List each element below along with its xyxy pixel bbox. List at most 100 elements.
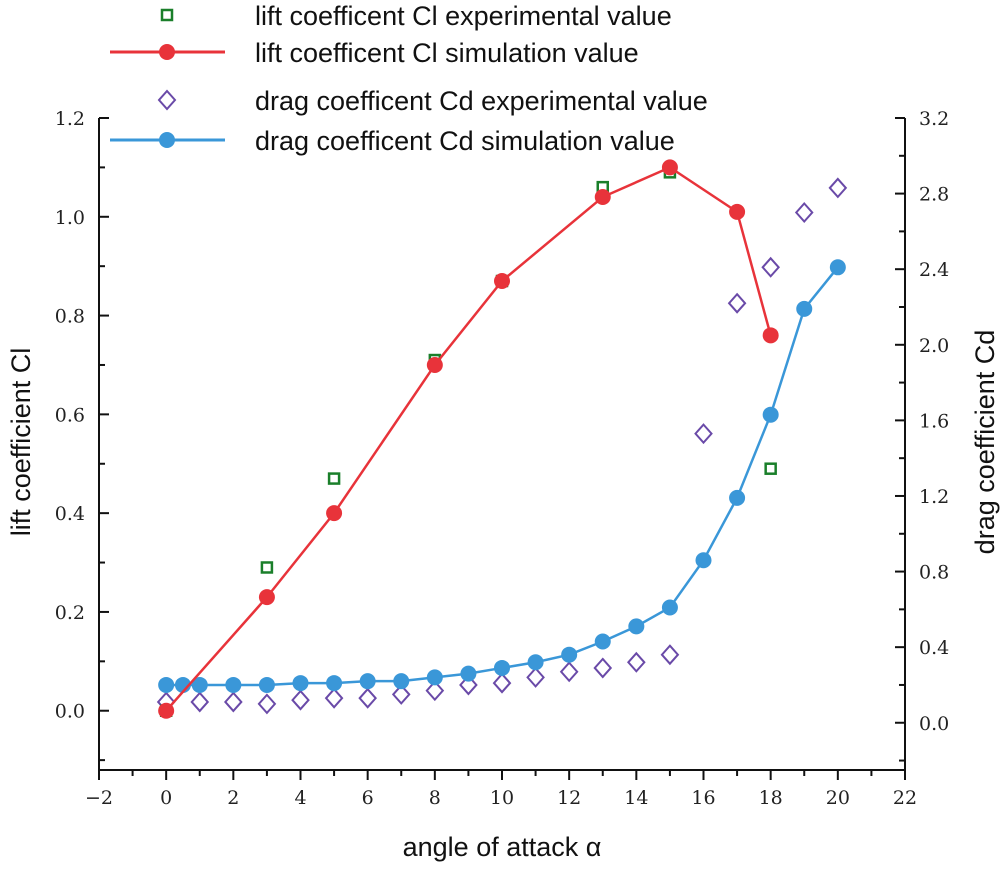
data-point <box>190 691 210 713</box>
legend-label: lift coefficent Cl simulation value <box>255 38 639 68</box>
data-point <box>358 687 378 709</box>
data-point <box>292 675 309 692</box>
data-point <box>660 644 680 666</box>
data-point <box>158 702 175 719</box>
data-point <box>393 673 410 690</box>
data-point <box>829 259 846 276</box>
legend-marker <box>160 8 174 22</box>
y-right-tick-label: 0.8 <box>919 562 949 584</box>
x-tick-label: 10 <box>490 787 514 809</box>
y-right-tick-label: 1.6 <box>919 410 949 432</box>
data-point <box>761 256 781 278</box>
axes: −2 0 2 4 6 8 10 12 14 16 18 20 22 0.0 0.2 0.4 0.6 0.8 1.0 1… <box>55 108 949 809</box>
data-point <box>326 505 343 522</box>
data-point <box>391 683 411 705</box>
series-2 <box>156 177 848 715</box>
legend-marker <box>159 44 175 60</box>
data-point <box>661 599 678 616</box>
y-left-tick-label: 1.0 <box>55 207 85 229</box>
y-right-tick-label: 3.2 <box>919 108 949 130</box>
legend-item: lift coefficent Cl simulation value <box>110 38 639 68</box>
series-3 <box>158 259 846 693</box>
data-point <box>291 689 310 711</box>
legend-label: drag coefficent Cd simulation value <box>255 126 675 156</box>
data-point <box>324 687 344 709</box>
y-right-tick-label: 2.8 <box>919 184 949 206</box>
data-point <box>559 661 579 683</box>
plot-area <box>156 159 848 719</box>
data-point <box>459 674 478 696</box>
data-point <box>158 676 175 693</box>
data-point <box>225 676 242 693</box>
data-point <box>326 675 343 692</box>
x-axis-label: angle of attack α <box>403 832 602 862</box>
x-tick-label: 14 <box>624 787 648 809</box>
data-point <box>494 273 510 289</box>
legend: lift coefficent Cl experimental value lif… <box>110 1 708 156</box>
series-line <box>165 165 772 712</box>
data-point <box>695 552 712 569</box>
series-0 <box>159 166 777 717</box>
data-point <box>729 489 746 506</box>
y-right-tick-label: 0.0 <box>919 713 949 735</box>
data-point <box>561 646 578 663</box>
legend-item: lift coefficent Cl experimental value <box>160 1 672 31</box>
legend-marker <box>157 89 177 111</box>
series-1 <box>158 159 779 719</box>
data-point <box>594 633 611 650</box>
y-right-tick-label: 0.4 <box>919 637 949 659</box>
data-point <box>426 356 443 373</box>
data-point <box>794 201 814 223</box>
data-point <box>526 666 545 688</box>
x-tick-label: 4 <box>294 787 306 809</box>
data-point <box>494 659 510 676</box>
legend-item: drag coefficent Cd experimental value <box>157 86 708 116</box>
x-tick-label: 16 <box>691 787 715 809</box>
data-point <box>492 672 512 694</box>
data-point <box>258 589 275 606</box>
data-point <box>594 189 611 206</box>
y-left-tick-label: 1.2 <box>55 108 85 130</box>
data-point <box>191 676 208 693</box>
data-point <box>626 651 646 673</box>
legend-item: drag coefficent Cd simulation value <box>110 126 675 156</box>
y-axis-left-label: lift coefficient Cl <box>6 348 36 537</box>
data-point <box>257 693 277 715</box>
y-right-tick-label: 2.0 <box>919 335 949 357</box>
data-point <box>694 423 713 445</box>
data-point <box>727 292 747 314</box>
y-right-tick-label: 2.4 <box>919 259 949 281</box>
data-point <box>828 177 848 199</box>
data-point <box>527 654 544 671</box>
x-tick-label: 2 <box>227 787 239 809</box>
data-point <box>796 300 813 317</box>
data-point <box>359 673 376 690</box>
data-point <box>258 676 275 693</box>
data-point <box>764 462 777 475</box>
y-left-tick-label: 0.6 <box>55 404 85 426</box>
data-point <box>260 561 274 574</box>
y-left-tick-label: 0.8 <box>55 306 85 328</box>
y-axis-right-label: drag coefficient Cd <box>970 330 1000 555</box>
x-tick-label: 20 <box>826 787 850 809</box>
x-tick-label: 12 <box>557 787 581 809</box>
x-tick-label: 18 <box>759 787 783 809</box>
data-point <box>762 406 779 423</box>
legend-label: drag coefficent Cd experimental value <box>255 86 708 116</box>
x-tick-label: −2 <box>85 787 113 809</box>
y-left-tick-label: 0.4 <box>55 503 85 525</box>
x-tick-label: 22 <box>893 787 917 809</box>
data-point <box>425 680 445 702</box>
data-point <box>426 669 443 686</box>
data-point <box>223 691 243 713</box>
y-left-tick-label: 0.0 <box>55 701 85 723</box>
y-left-tick-label: 0.2 <box>55 602 85 624</box>
legend-marker <box>159 132 175 148</box>
y-right-tick-label: 1.2 <box>919 486 949 508</box>
series-line <box>166 266 839 687</box>
data-point <box>593 657 613 679</box>
data-point <box>628 618 645 635</box>
x-tick-label: 8 <box>429 787 441 809</box>
x-tick-label: 6 <box>362 787 374 809</box>
